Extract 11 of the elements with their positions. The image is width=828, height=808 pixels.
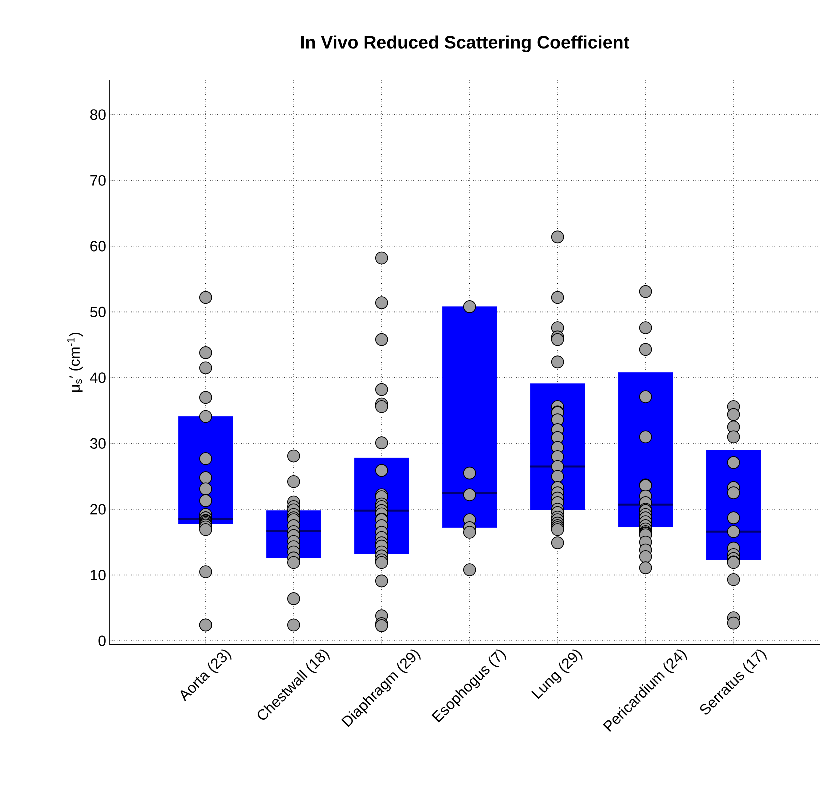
y-tick-label: 50 xyxy=(90,306,106,318)
y-tick-label: 10 xyxy=(91,570,106,581)
y-tick-label: 40 xyxy=(90,372,106,384)
y-tick-label: 30 xyxy=(90,438,106,450)
chart-title: In Vivo Reduced Scattering Coefficient xyxy=(301,36,630,52)
y-tick-label: 80 xyxy=(90,110,106,120)
y-axis-title: μ$_{s}$′ (cm$^{-1}$) xyxy=(68,332,84,392)
y-tick-label: 0 xyxy=(98,636,106,646)
y-tick-label: 20 xyxy=(90,504,106,515)
y-tick-label: 70 xyxy=(90,175,106,186)
y-tick-label: 60 xyxy=(90,241,106,252)
